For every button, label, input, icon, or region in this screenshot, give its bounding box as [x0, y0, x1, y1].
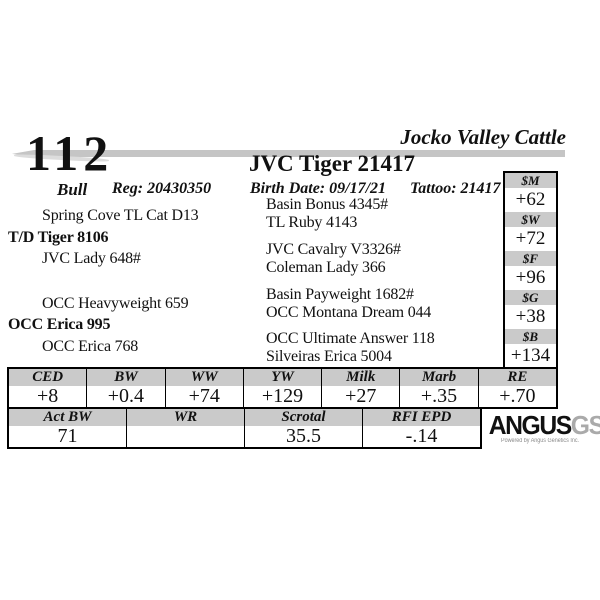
pedigree-ext-3: JVC Cavalry V3326# — [266, 241, 401, 258]
pedigree-dam-sire: OCC Heavyweight 659 — [42, 295, 189, 312]
gs-logo-text: GS — [570, 410, 600, 440]
angus-gs-logo-tagline: Powered by Angus Genetics Inc. — [500, 438, 580, 444]
dollar-g-label: $G — [505, 290, 556, 305]
pedigree-sire-dam: JVC Lady 648# — [42, 250, 141, 267]
angus-gs-logo: ANGUSGS Powered by Angus Genetics Inc. — [486, 410, 600, 444]
epd-header-ced: CED — [9, 369, 87, 386]
epd-header-re: RE — [477, 369, 556, 386]
pedigree-dam-dam: OCC Erica 768 — [42, 338, 139, 355]
header-swoosh-rule — [12, 150, 565, 157]
pedigree-ext-4: Coleman Lady 366 — [266, 259, 386, 276]
angus-gs-logo-word: ANGUSGS — [488, 410, 600, 440]
perf-value-scrotal: 35.5 — [244, 426, 362, 447]
pedigree-ext-8: Silveiras Erica 5004 — [266, 348, 392, 365]
epd-value-milk: +27 — [321, 386, 399, 407]
pedigree-ext-6: OCC Montana Dream 044 — [266, 304, 432, 321]
perf-header-scrotal: Scrotal — [244, 409, 362, 426]
lot-number: 112 — [26, 125, 114, 181]
epd-value-re: +.70 — [477, 386, 556, 407]
epd-value-yw: +129 — [242, 386, 321, 407]
epd-value-ww: +74 — [164, 386, 243, 407]
pedigree-ext-7: OCC Ultimate Answer 118 — [266, 330, 435, 347]
epd-value-bw: +0.4 — [86, 386, 164, 407]
pedigree-ext-2: TL Ruby 4143 — [266, 214, 358, 231]
epd-header-yw: YW — [242, 369, 322, 386]
performance-value-row: 71 35.5 -.14 — [9, 426, 480, 447]
ranch-name: Jocko Valley Cattle — [400, 125, 566, 149]
pedigree-ext-1: Basin Bonus 4345# — [266, 196, 388, 213]
pedigree-sire-sire: Spring Cove TL Cat D13 — [42, 207, 199, 224]
epd-value-row: +8 +0.4 +74 +129 +27 +.35 +.70 — [9, 386, 556, 407]
pedigree-ext-5: Basin Payweight 1682# — [266, 286, 414, 303]
perf-value-rfi-epd: -.14 — [362, 426, 480, 447]
dollar-w-label: $W — [505, 212, 556, 227]
perf-value-act-bw: 71 — [57, 426, 78, 447]
epd-header-row: CED BW WW YW Milk Marb RE — [9, 369, 556, 386]
epd-header-milk: Milk — [321, 369, 400, 386]
epd-header-bw: BW — [86, 369, 165, 386]
registration-number: Reg: 20430350 — [112, 180, 212, 197]
dollar-index-table: $M +62 $W +72 $F +96 $G +38 $B +134 — [503, 171, 558, 370]
angus-logo-text: ANGUS — [488, 410, 573, 440]
dollar-f-value: +96 — [515, 267, 546, 288]
birth-date: Birth Date: 09/17/21 — [250, 180, 387, 197]
dollar-f-label: $F — [505, 251, 556, 266]
epd-table: CED BW WW YW Milk Marb RE +8 +0.4 +74 +1… — [7, 367, 558, 409]
perf-value-wr — [126, 426, 244, 447]
epd-value-ced: +8 — [37, 386, 59, 407]
sex-label: Bull — [57, 180, 88, 199]
dollar-b-label: $B — [505, 329, 556, 344]
performance-header-row: Act BW WR Scrotal RFI EPD — [9, 409, 480, 426]
perf-header-wr: WR — [126, 409, 244, 426]
performance-table: Act BW WR Scrotal RFI EPD 71 35.5 -.14 — [7, 407, 482, 449]
dollar-m-value: +62 — [515, 189, 546, 210]
dollar-m-label: $M — [505, 173, 556, 188]
pedigree-sire: T/D Tiger 8106 — [8, 229, 109, 246]
tattoo-number: Tattoo: 21417 — [410, 180, 501, 197]
epd-header-ww: WW — [164, 369, 243, 386]
pedigree-dam: OCC Erica 995 — [8, 316, 111, 333]
dollar-g-value: +38 — [515, 306, 546, 327]
dollar-b-value: +134 — [510, 345, 551, 366]
dollar-w-value: +72 — [515, 228, 546, 249]
epd-value-marb: +.35 — [399, 386, 477, 407]
epd-header-marb: Marb — [399, 369, 478, 386]
animal-name: JVC Tiger 21417 — [248, 151, 416, 176]
perf-header-rfi-epd: RFI EPD — [362, 409, 480, 426]
perf-header-act-bw: Act BW — [9, 409, 126, 426]
